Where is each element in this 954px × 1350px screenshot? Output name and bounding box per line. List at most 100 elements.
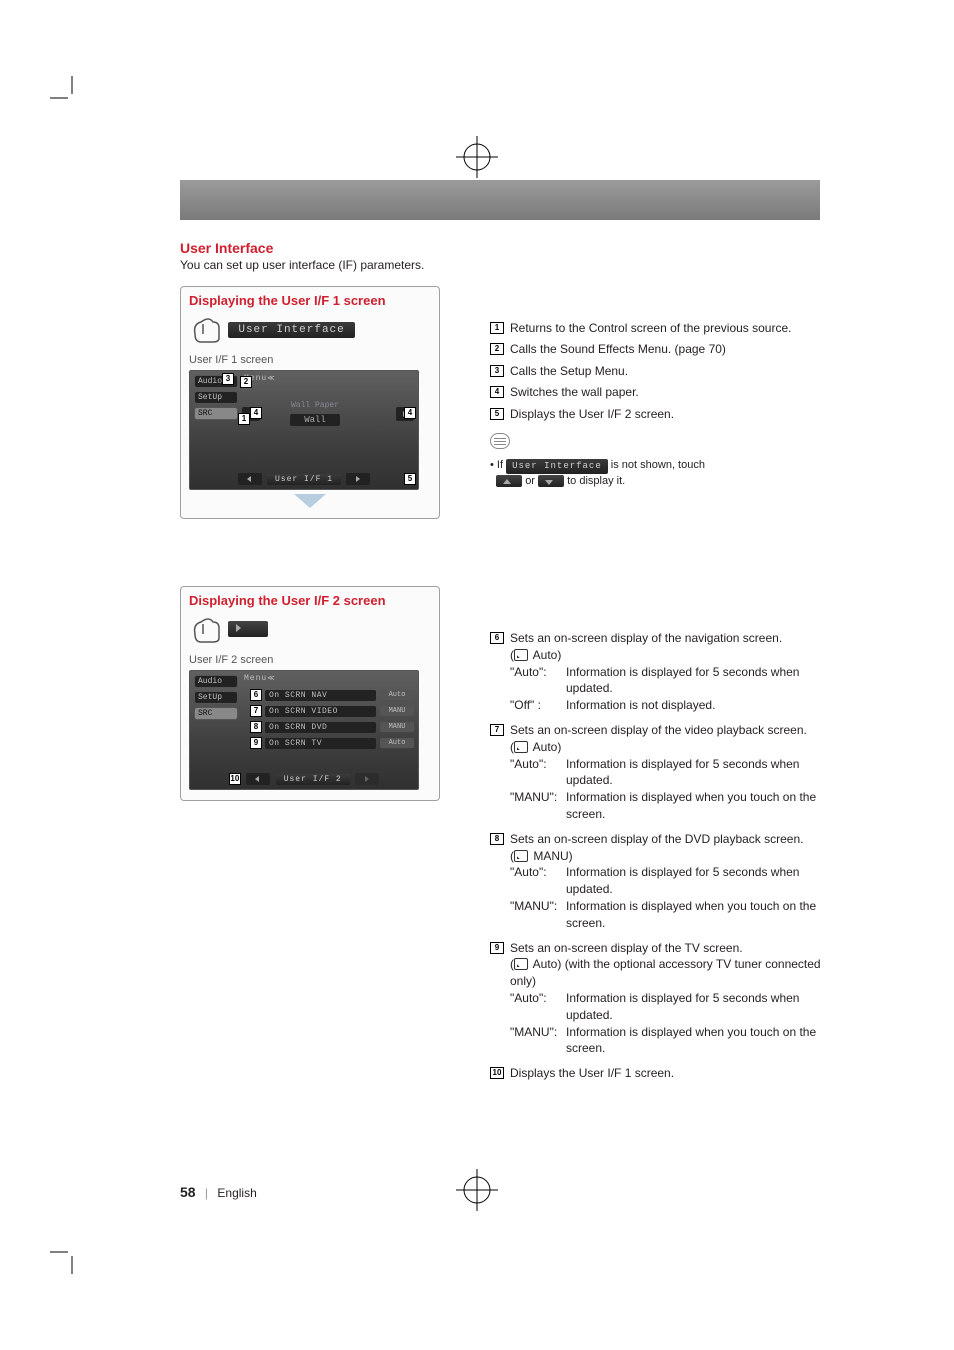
legend-text-1: Returns to the Control screen of the pre… — [510, 320, 820, 337]
setting-label: On SCRN TV — [265, 738, 376, 749]
legend-1: 1Returns to the Control screen of the pr… — [490, 320, 820, 490]
callout-7: 7 — [250, 705, 262, 717]
setting-label: On SCRN NAV — [265, 690, 376, 701]
setting-row[interactable]: 8On SCRN DVD MANU — [250, 721, 414, 733]
setting-row[interactable]: 6On SCRN NAV Auto — [250, 689, 414, 701]
legend-num-8: 8 — [490, 833, 504, 845]
mock-screen-1: Audio SetUp SRC Menu≪ Wall Paper Wall Us… — [189, 370, 419, 490]
tab-src[interactable]: SRC — [194, 407, 238, 420]
setting-value[interactable]: Auto — [380, 738, 414, 748]
screen-label-2: User I/F 2 screen — [189, 654, 431, 666]
note-up-button[interactable] — [496, 475, 522, 487]
note-bar[interactable]: User Interface — [506, 459, 608, 474]
tab-src[interactable]: SRC — [194, 707, 238, 720]
chapter-banner — [180, 180, 820, 220]
callout-4b: 4 — [404, 407, 416, 419]
option-key: "Off" : — [510, 697, 566, 714]
footer-bar-2: User I/F 2 — [276, 774, 350, 785]
note-mid: is not shown, touch — [611, 459, 705, 471]
page-language: English — [217, 1186, 256, 1200]
option-value: Information is displayed when you touch … — [566, 789, 830, 823]
legend-default: ( Auto) (with the optional accessory TV … — [510, 957, 821, 988]
legend-num-6: 6 — [490, 632, 504, 644]
note-or: or — [525, 475, 535, 487]
section-subtitle: You can set up user interface (IF) param… — [180, 258, 820, 272]
touch-target-bar[interactable]: User Interface — [228, 322, 354, 338]
note-suffix: to display it. — [567, 475, 625, 487]
crop-mark-bottom-left — [50, 1230, 94, 1274]
setting-value[interactable]: Auto — [380, 690, 414, 700]
setting-label: On SCRN DVD — [265, 722, 376, 733]
callout-8: 8 — [250, 721, 262, 733]
option-key: "MANU": — [510, 1024, 566, 1058]
panel-user-if-1: Displaying the User I/F 1 screen User In… — [180, 286, 440, 519]
setting-label: On SCRN VIDEO — [265, 706, 376, 717]
callout-6: 6 — [250, 689, 262, 701]
footer-right-button[interactable] — [346, 473, 370, 485]
legend-text-5: Displays the User I/F 2 screen. — [510, 406, 820, 423]
option-key: "Auto": — [510, 664, 566, 698]
legend-num-2: 2 — [490, 343, 504, 355]
option-value: Information is displayed when you touch … — [566, 898, 830, 932]
continue-arrow-icon — [294, 494, 326, 508]
touch-row-2 — [189, 614, 431, 644]
legend-num-9: 9 — [490, 942, 504, 954]
footer-bar: User I/F 1 — [267, 474, 341, 485]
legend-text-3: Calls the Setup Menu. — [510, 363, 820, 380]
setting-row[interactable]: 9On SCRN TV Auto — [250, 737, 414, 749]
legend-head: Sets an on-screen display of the navigat… — [510, 631, 782, 645]
option-value: Information is displayed for 5 seconds w… — [566, 756, 830, 790]
legend-num-5: 5 — [490, 408, 504, 420]
tab-audio[interactable]: Audio — [194, 675, 238, 688]
tab-setup[interactable]: SetUp — [194, 391, 238, 404]
legend-num-4: 4 — [490, 386, 504, 398]
pencil-icon — [514, 741, 528, 753]
setting-value[interactable]: MANU — [380, 706, 414, 716]
note-prefix: If — [497, 459, 503, 471]
touch-hand-icon — [189, 314, 225, 344]
note-body: • If User Interface is not shown, touch … — [490, 458, 820, 490]
callout-2: 2 — [240, 376, 252, 388]
option-value: Information is displayed for 5 seconds w… — [566, 664, 830, 698]
setting-value[interactable]: MANU — [380, 722, 414, 732]
legend-num-3: 3 — [490, 365, 504, 377]
note-icon — [490, 433, 510, 449]
legend-head: Sets an on-screen display of the video p… — [510, 723, 807, 737]
section-title: User Interface — [180, 240, 820, 256]
callout-1: 1 — [238, 413, 250, 425]
option-value: Information is not displayed. — [566, 697, 830, 714]
legend-num-10: 10 — [490, 1067, 504, 1079]
option-key: "Auto": — [510, 756, 566, 790]
callout-3: 3 — [222, 373, 234, 385]
legend-head: Sets an on-screen display of the DVD pla… — [510, 832, 803, 846]
legend-default: ( Auto) — [510, 648, 561, 662]
legend-head: Sets an on-screen display of the TV scre… — [510, 941, 743, 955]
callout-9: 9 — [250, 737, 262, 749]
legend-default: ( Auto) — [510, 740, 561, 754]
option-key: "Auto": — [510, 864, 566, 898]
crop-mark-top-left — [50, 76, 94, 120]
legend-num-7: 7 — [490, 724, 504, 736]
pencil-icon — [514, 649, 528, 661]
option-key: "Auto": — [510, 990, 566, 1024]
wall-button[interactable]: Wall — [290, 414, 340, 426]
touch-next-button[interactable] — [228, 621, 268, 637]
spine-mark-top — [456, 136, 498, 181]
callout-5: 5 — [404, 473, 416, 485]
setting-row[interactable]: 7On SCRN VIDEO MANU — [250, 705, 414, 717]
pencil-icon — [514, 850, 528, 862]
tab-setup[interactable]: SetUp — [194, 691, 238, 704]
option-key: "MANU": — [510, 898, 566, 932]
page-body: User Interface You can set up user inter… — [180, 180, 820, 1200]
legend-2: 6 Sets an on-screen display of the naviga… — [490, 630, 830, 1090]
footer-left-button[interactable] — [238, 473, 262, 485]
note-down-button[interactable] — [538, 475, 564, 487]
footer-left-button[interactable] — [246, 773, 270, 785]
pencil-icon — [514, 958, 528, 970]
option-value: Information is displayed when you touch … — [566, 1024, 830, 1058]
page-number: 58 — [180, 1184, 196, 1200]
callout-4a: 4 — [250, 407, 262, 419]
menu-label[interactable]: Menu — [244, 674, 267, 683]
panel-user-if-2: Displaying the User I/F 2 screen User I/… — [180, 586, 440, 801]
legend-text-2: Calls the Sound Effects Menu. (page 70) — [510, 341, 820, 358]
